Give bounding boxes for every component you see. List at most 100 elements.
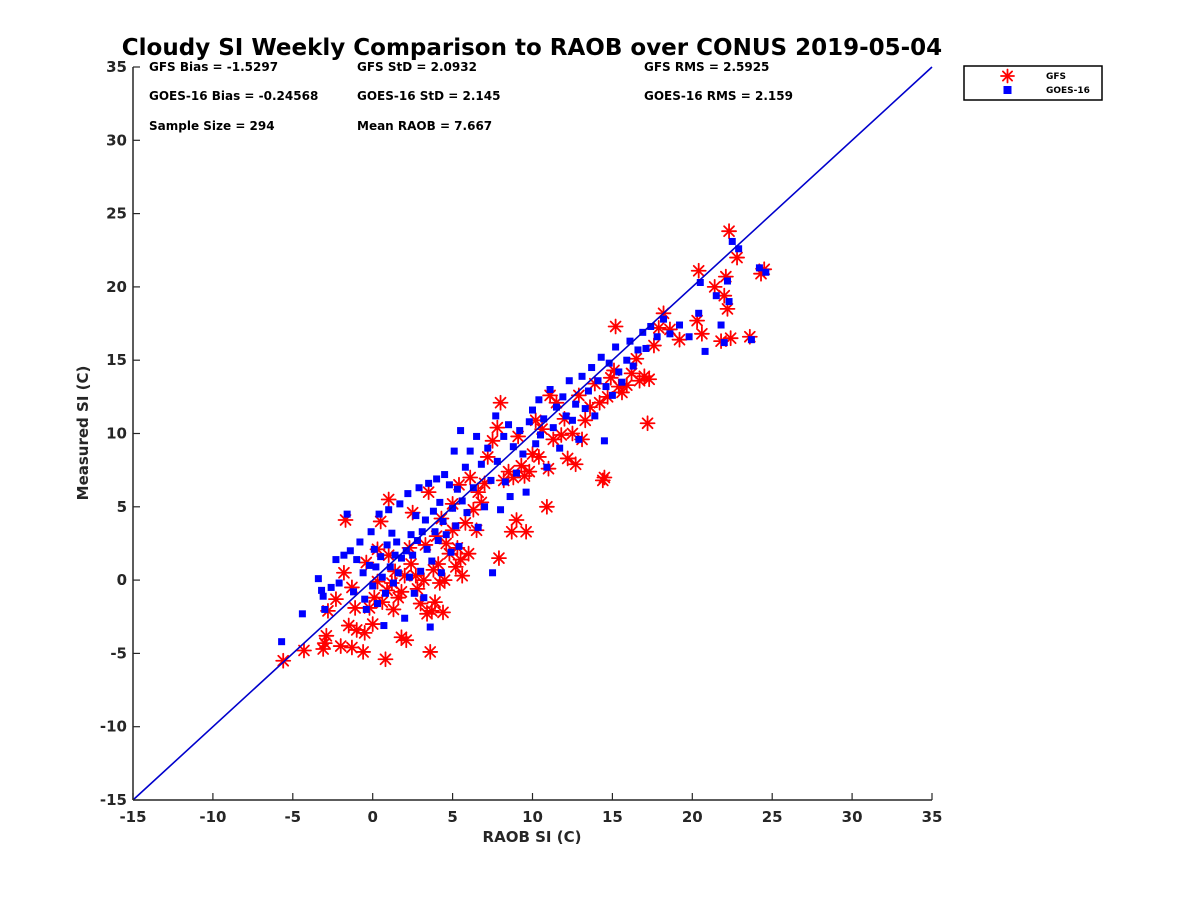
goes-point [581,405,589,413]
x-tick-label: 25 [762,808,783,826]
goes-std-text: GOES-16 StD = 2.145 [357,89,500,103]
goes-point [562,412,570,420]
goes-point [420,594,428,602]
goes-point [369,582,377,590]
goes-point [725,298,733,306]
goes-point [381,589,389,597]
goes-point [696,279,704,287]
y-axis-label: Measured SI (C) [74,366,92,501]
gfs-point [415,572,432,588]
goes-point [602,383,610,391]
goes-point [386,563,394,571]
y-tick-label: 5 [117,498,127,516]
gfs-point [641,371,658,388]
goes-point [452,522,460,530]
goes-point [426,623,434,631]
plot-area [132,66,933,801]
goes-point [701,347,709,355]
goes-point [676,321,684,329]
goes-point [497,506,505,514]
gfs-bias-text: GFS Bias = -1.5297 [149,60,278,74]
gfs-point [460,545,477,562]
x-tick-label: 0 [367,808,377,826]
gfs-point [422,644,439,660]
legend-goes-label: GOES-16 [1046,86,1090,96]
gfs-point [553,427,570,443]
gfs-point [693,325,710,342]
goes-point [584,387,592,395]
goes-point [501,478,509,486]
goes-point [597,353,605,361]
x-tick-label: 5 [447,808,457,826]
gfs-point [462,469,479,486]
goes-point [439,517,447,525]
goes-point [321,605,329,613]
goes-point [389,579,397,587]
goes-point [493,457,501,465]
goes-point [552,403,560,411]
goes-point [735,245,743,253]
gfs-point [671,331,688,348]
gfs-point [577,412,594,429]
gfs-point [332,638,349,654]
gfs-point [639,415,656,432]
goes-point [549,424,557,432]
goes-point [335,579,343,587]
goes-point [410,589,418,597]
goes-point [556,444,564,452]
gfs-point [491,550,507,567]
gfs-point [591,394,608,411]
goes-point [626,337,634,345]
goes-point [418,528,426,536]
goes-point [353,556,361,564]
goes-point [463,509,471,517]
one-to-one-line [132,66,933,801]
goes-point [720,339,728,347]
goes-point [370,545,378,553]
gfs-point [328,591,344,608]
x-tick-label: -5 [284,808,301,826]
goes-point [380,622,388,630]
goes-point [455,542,463,550]
goes-point [634,346,642,354]
goes-point [755,264,763,272]
goes-point [591,412,599,420]
gfs-point [398,632,415,649]
goes-point [421,516,429,524]
x-tick-label: 30 [842,808,863,826]
legend-goes-marker [1003,86,1012,94]
gfs-point [508,512,525,528]
goes-point [332,556,340,564]
gfs-point [385,601,402,618]
gfs-point [452,551,469,568]
goes-point [407,531,415,539]
y-tick-label: 35 [106,58,127,76]
gfs-point [729,249,745,266]
goes-point [728,237,736,245]
x-axis-label: RAOB SI (C) [483,828,582,846]
goes-point [449,504,457,512]
goes-point [458,497,466,505]
goes-point [350,588,358,596]
goes-point [413,537,421,545]
goes-point [481,503,489,511]
goes-point [500,432,508,440]
gfs-point [567,456,584,473]
goes-point [653,333,661,341]
goes-point [747,336,755,344]
gfs-point [454,567,471,584]
gfs-point [484,432,501,449]
y-tick-label: 10 [106,425,127,443]
goes-point [723,277,731,285]
goes-point [578,372,586,380]
goes-point [712,292,720,300]
goes-point [642,344,650,352]
x-tick-label: -10 [199,808,226,826]
goes-point [343,510,351,518]
gfs-point [275,652,292,669]
gfs-point [355,644,372,660]
goes-point [618,378,626,386]
gfs-point [390,589,407,606]
goes-point [361,595,369,603]
